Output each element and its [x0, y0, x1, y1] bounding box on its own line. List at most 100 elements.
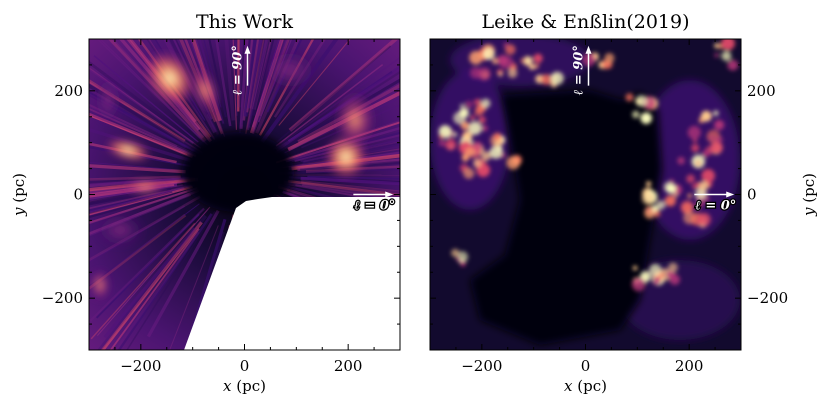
- right-ticks: −200 0 200 −200 0 200: [430, 39, 788, 375]
- dust-clump: [701, 169, 715, 183]
- heatmap-streak: [241, 39, 251, 125]
- x-tick-label: 200: [675, 357, 704, 375]
- dust-clump: [677, 156, 685, 165]
- heatmap-streak: [89, 213, 187, 291]
- heatmap-streak: [237, 39, 240, 112]
- dust-clump: [696, 203, 702, 209]
- dust-clump: [641, 191, 655, 205]
- heatmap-streak: [254, 39, 283, 122]
- glow-region: [119, 178, 171, 196]
- y-tick-label: −200: [747, 289, 788, 307]
- heatmap-streak: [169, 225, 219, 350]
- dust-clump: [469, 50, 483, 65]
- x-tick-label: 0: [240, 357, 250, 375]
- heatmap-streak: [89, 203, 200, 287]
- dust-clump: [463, 130, 473, 141]
- dust-clump: [520, 58, 525, 63]
- annotation-label: ℓ = 0°: [695, 199, 736, 214]
- heatmap-streak: [96, 206, 211, 336]
- arrow-head: [726, 191, 735, 198]
- dust-clump: [474, 107, 483, 117]
- y-axis-label: y (pc): [800, 173, 818, 217]
- dust-clump: [465, 147, 475, 157]
- heatmap-streak: [93, 55, 199, 143]
- dust-clump: [681, 202, 693, 214]
- left-panel: This Work −200 0 200 −200 0 200: [42, 11, 401, 375]
- dust-clump: [708, 135, 715, 141]
- dust-clump: [631, 277, 646, 292]
- dust-clump: [714, 52, 720, 58]
- heatmap-streak: [208, 39, 227, 118]
- central-dark-cavity: [182, 132, 294, 212]
- dust-clump: [714, 137, 719, 142]
- right-panel: Leike & Enßlin(2019) −200 0 200 −200 0 200: [429, 11, 788, 375]
- heatmap-streak: [232, 39, 237, 130]
- dust-clump: [438, 140, 445, 147]
- heatmap-streak: [251, 39, 273, 110]
- dust-clump: [640, 112, 652, 124]
- heatmap-streak: [107, 39, 207, 142]
- dust-clump: [653, 210, 661, 217]
- dust-clump: [535, 63, 540, 68]
- dust-clump: [664, 195, 676, 207]
- dust-clump: [714, 119, 725, 131]
- glow-region: [189, 65, 221, 115]
- central-dark-void: [470, 90, 662, 345]
- heatmap-streak: [89, 164, 186, 174]
- heatmap-streak: [243, 39, 258, 117]
- glow-region: [260, 48, 320, 92]
- annotation-label: ℓ = 90°: [572, 45, 587, 95]
- heatmap-streak: [237, 39, 244, 108]
- dust-clump: [727, 59, 739, 71]
- dust-clump: [625, 93, 634, 102]
- dust-clump: [541, 74, 552, 85]
- heatmap-streak: [96, 39, 205, 143]
- dust-clump: [481, 125, 488, 132]
- annotation-label: ℓ = 0°: [354, 199, 395, 214]
- heatmap-streak: [295, 184, 400, 205]
- dust-clump: [656, 200, 666, 210]
- dust-clump: [452, 132, 458, 137]
- dust-clump: [666, 183, 677, 194]
- dust-clump: [695, 160, 702, 167]
- heatmap-streak: [117, 213, 213, 350]
- heatmap-streak: [246, 39, 269, 131]
- dust-clump: [503, 42, 509, 48]
- dust-clump: [494, 140, 500, 146]
- dust-clump: [699, 181, 709, 191]
- annotation-label: ℓ = 90°: [231, 45, 246, 95]
- heatmap-streak: [89, 103, 178, 148]
- dust-clump: [700, 110, 712, 122]
- dust-clump: [646, 181, 652, 187]
- x-tick-label: −200: [120, 357, 161, 375]
- right-heatmap-clumps: [438, 39, 739, 292]
- dust-clump: [717, 136, 724, 143]
- dust-clump: [497, 55, 509, 66]
- dust-clump: [604, 53, 615, 64]
- glow-region: [94, 212, 146, 248]
- y-tick-label: −200: [42, 289, 83, 307]
- dust-clump: [480, 98, 491, 109]
- dust-clump: [714, 43, 720, 49]
- dust-clump: [472, 158, 482, 168]
- dust-clump: [456, 257, 461, 262]
- dust-clump: [702, 149, 710, 158]
- dust-clump: [529, 64, 535, 70]
- dust-clump: [477, 67, 491, 81]
- heatmap-streak: [96, 213, 200, 319]
- dust-clump: [721, 39, 735, 51]
- dust-clump: [506, 156, 520, 170]
- dust-clump: [525, 58, 531, 64]
- heatmap-streak: [90, 222, 196, 340]
- dust-clump: [468, 121, 482, 135]
- heatmap-streak: [89, 146, 191, 168]
- heatmap-streak: [89, 191, 173, 215]
- dust-clump: [445, 139, 457, 151]
- heatmap-streak: [281, 141, 400, 168]
- dust-clump: [691, 184, 697, 189]
- dust-clump: [438, 134, 444, 140]
- dust-clump: [453, 111, 466, 125]
- dust-clump: [463, 167, 475, 179]
- dust-clump: [649, 263, 662, 277]
- heatmap-streak: [89, 161, 172, 170]
